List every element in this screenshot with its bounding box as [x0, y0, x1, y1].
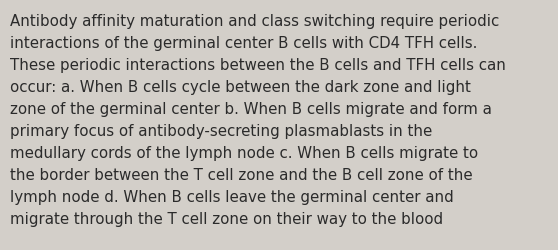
Text: These periodic interactions between the B cells and TFH cells can: These periodic interactions between the … [10, 58, 506, 73]
Text: Antibody affinity maturation and class switching require periodic: Antibody affinity maturation and class s… [10, 14, 499, 29]
Text: the border between the T cell zone and the B cell zone of the: the border between the T cell zone and t… [10, 167, 473, 182]
Text: lymph node d. When B cells leave the germinal center and: lymph node d. When B cells leave the ger… [10, 189, 454, 204]
Text: primary focus of antibody-secreting plasmablasts in the: primary focus of antibody-secreting plas… [10, 124, 432, 138]
Text: zone of the germinal center b. When B cells migrate and form a: zone of the germinal center b. When B ce… [10, 102, 492, 116]
Text: medullary cords of the lymph node c. When B cells migrate to: medullary cords of the lymph node c. Whe… [10, 146, 478, 160]
Text: migrate through the T cell zone on their way to the blood: migrate through the T cell zone on their… [10, 211, 443, 226]
Text: occur: a. When B cells cycle between the dark zone and light: occur: a. When B cells cycle between the… [10, 80, 471, 94]
Text: interactions of the germinal center B cells with CD4 TFH cells.: interactions of the germinal center B ce… [10, 36, 478, 51]
